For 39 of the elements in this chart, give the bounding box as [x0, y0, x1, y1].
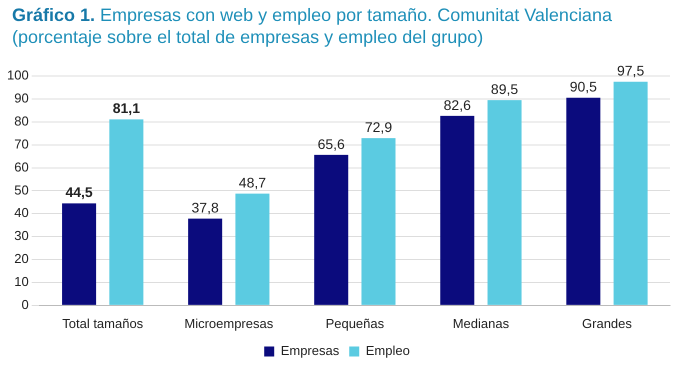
y-tick-label: 10 [14, 274, 29, 290]
bar [62, 203, 96, 305]
y-tick-label: 100 [6, 68, 29, 83]
bar [188, 218, 222, 305]
data-label: 44,5 [65, 184, 93, 200]
bar [235, 194, 270, 305]
y-tick-label: 40 [14, 205, 29, 220]
y-tick-label: 70 [14, 136, 29, 152]
data-label: 65,6 [318, 136, 346, 152]
x-tick-label: Medianas [452, 316, 510, 331]
bar [314, 154, 348, 305]
y-tick-label: 0 [21, 296, 29, 312]
data-label: 48,7 [238, 174, 266, 191]
bar [361, 138, 396, 305]
data-label: 97,5 [616, 62, 644, 79]
bar [566, 98, 600, 305]
data-label: 82,6 [444, 96, 472, 113]
data-label: 37,8 [192, 200, 219, 216]
bar [109, 119, 144, 305]
data-label: 89,5 [490, 80, 518, 97]
x-tick-label: Microempresas [184, 316, 274, 331]
legend-label: Empresas [280, 343, 340, 358]
y-tick-label: 90 [14, 90, 29, 106]
legend-label: Empleo [366, 343, 410, 358]
bar [488, 100, 522, 305]
y-tick-label: 80 [14, 113, 29, 128]
y-tick-label: 60 [14, 159, 29, 174]
data-label: 90,5 [570, 78, 598, 95]
x-tick-label: Pequeñas [326, 316, 385, 331]
y-tick-label: 20 [14, 251, 29, 266]
x-tick-label: Grandes [582, 316, 632, 331]
data-label: 81,1 [112, 100, 140, 116]
y-tick-label: 50 [14, 182, 29, 198]
bar [614, 82, 648, 305]
x-tick-label: Total tamaños [62, 316, 144, 331]
data-label: 72,9 [364, 119, 392, 136]
chart-title: Gráfico 1. Empresas con web y empleo por tamaño. Comunitat Valenciana (porcentaje sobre el total de empresas y empleo del grupo) [12, 4, 613, 48]
y-tick-label: 30 [14, 228, 29, 244]
bar [440, 116, 474, 305]
